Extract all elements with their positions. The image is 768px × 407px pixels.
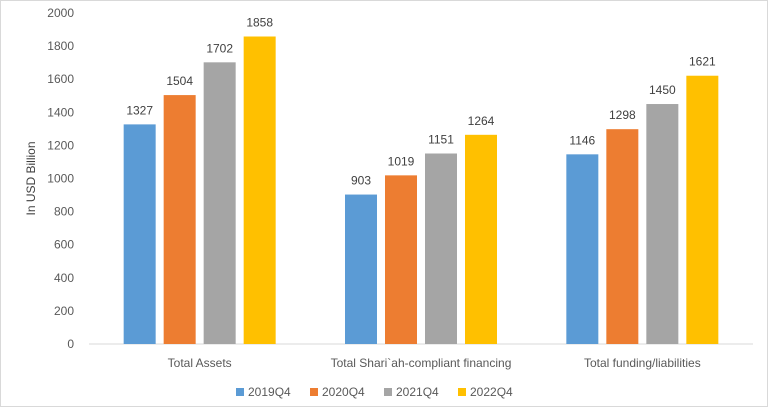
y-tick-label: 1000 xyxy=(47,172,74,186)
bar-2019q4 xyxy=(566,154,599,344)
bar-2022q4 xyxy=(243,36,276,344)
legend-label: 2020Q4 xyxy=(322,385,365,399)
category-labels: Total Assets Total Shari`ah-compliant fin… xyxy=(168,356,701,370)
legend-swatch xyxy=(384,388,392,396)
bar-2021q4 xyxy=(203,62,236,344)
bar-2020q4 xyxy=(385,175,417,344)
bar-2020q4 xyxy=(606,129,639,344)
data-label: 903 xyxy=(351,174,371,188)
bar-2022q4 xyxy=(686,75,719,345)
y-axis-title: In USD Billion xyxy=(24,141,38,215)
y-tick-label: 200 xyxy=(54,304,74,318)
y-tick-label: 1800 xyxy=(47,39,74,53)
y-tick-label: 1600 xyxy=(47,72,74,86)
category-label: Total Assets xyxy=(168,356,232,370)
bar-2019q4 xyxy=(123,124,156,344)
legend-swatch xyxy=(236,388,244,396)
y-tick-label: 400 xyxy=(54,271,74,285)
bar-2019q4 xyxy=(345,194,377,344)
y-tick-label: 1200 xyxy=(47,138,74,152)
bar-2020q4 xyxy=(163,95,196,344)
data-label: 1019 xyxy=(388,154,415,168)
legend-swatch xyxy=(458,388,466,396)
y-tick-label: 800 xyxy=(54,205,74,219)
y-tick-label: 1400 xyxy=(47,105,74,119)
data-label: 1621 xyxy=(689,55,716,69)
legend: 2019Q4 2020Q4 2021Q4 2022Q4 xyxy=(236,385,513,399)
category-label: Total Shari`ah-compliant financing xyxy=(331,356,512,370)
bar-2021q4 xyxy=(425,153,457,344)
y-axis-ticks: 0 200 400 600 800 1000 1200 1400 1600 1800 2000 xyxy=(47,6,74,351)
y-tick-label: 0 xyxy=(67,337,74,351)
data-label: 1858 xyxy=(246,16,273,30)
bars: 1327 1504 1702 1858 903 1019 1151 1264 1146 1298 1… xyxy=(123,16,719,345)
legend-label: 2022Q4 xyxy=(470,385,513,399)
category-label: Total funding/liabilities xyxy=(584,356,701,370)
data-label: 1450 xyxy=(649,83,676,97)
y-tick-label: 2000 xyxy=(47,6,74,20)
bar-2021q4 xyxy=(646,104,679,345)
legend-swatch xyxy=(310,388,318,396)
legend-label: 2019Q4 xyxy=(248,385,291,399)
data-label: 1298 xyxy=(609,108,636,122)
data-label: 1702 xyxy=(206,41,233,55)
bar-2022q4 xyxy=(465,134,497,344)
data-label: 1151 xyxy=(428,133,454,147)
legend-label: 2021Q4 xyxy=(396,385,439,399)
data-label: 1146 xyxy=(569,133,595,147)
data-label: 1327 xyxy=(126,103,153,117)
data-label: 1504 xyxy=(166,74,193,88)
y-tick-label: 600 xyxy=(54,238,74,252)
data-label: 1264 xyxy=(468,114,495,128)
